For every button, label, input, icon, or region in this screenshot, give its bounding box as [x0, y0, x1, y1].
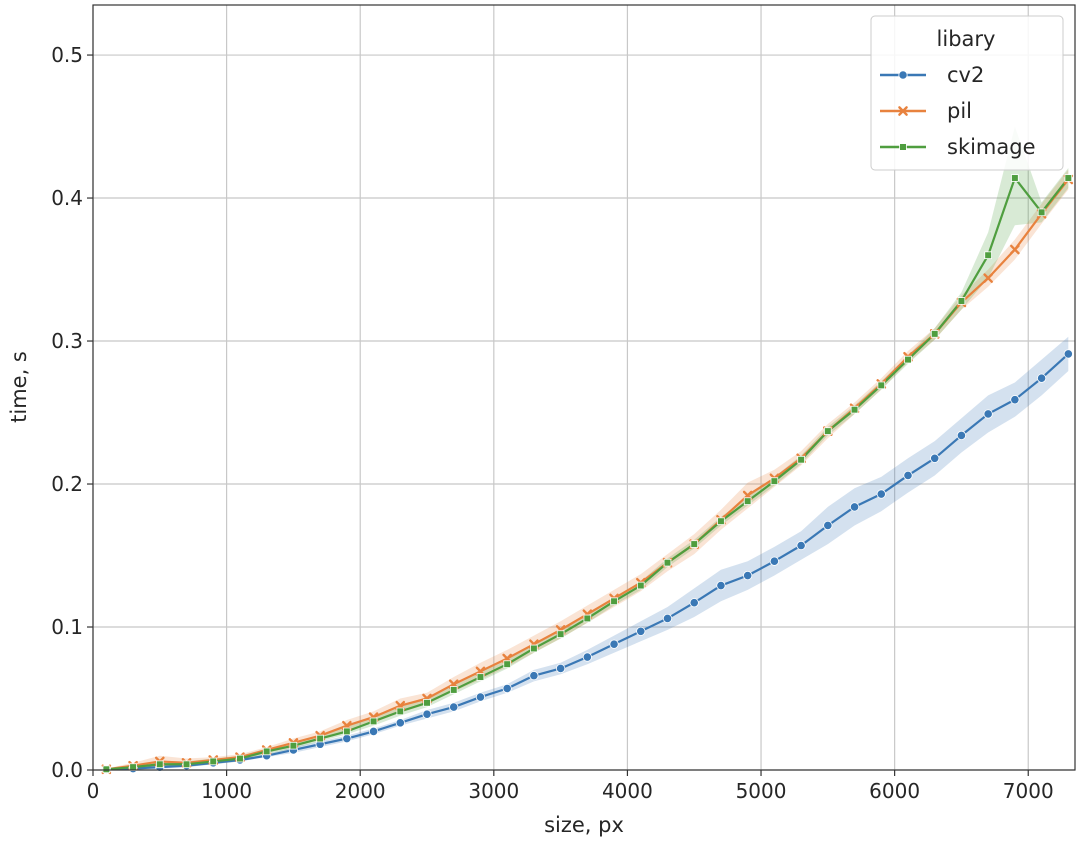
- skimage-point: [476, 673, 485, 681]
- skimage-point: [850, 405, 859, 414]
- skimage-point: [369, 717, 378, 726]
- cv2-confidence-band: [106, 336, 1069, 770]
- skimage-legend-marker: [899, 143, 907, 151]
- cv2-point: [956, 430, 967, 441]
- x-axis-label: size, px: [544, 813, 624, 837]
- cv2-point: [769, 556, 779, 566]
- x-tick-label: 4000: [602, 779, 653, 803]
- skimage-point: [877, 381, 886, 390]
- skimage-point: [930, 330, 939, 338]
- skimage-point: [904, 355, 912, 364]
- pil-legend-marker: [898, 106, 908, 116]
- skimage-point: [316, 734, 324, 743]
- skimage-point: [1037, 208, 1046, 217]
- cv2-point: [716, 580, 726, 591]
- skimage-point: [503, 660, 511, 668]
- skimage-point: [770, 477, 779, 485]
- x-tick-label: 2000: [335, 779, 386, 803]
- cv2-point: [983, 409, 993, 419]
- axis-ticks: 0 1000 2000 3000 4000 5000 6000 7000 0.0 0.1 0.2 0.…: [51, 43, 1054, 803]
- skimage-point: [690, 540, 699, 548]
- cv2-legend-marker: [898, 70, 908, 80]
- pil-legend-label: pil: [947, 99, 972, 123]
- cv2-point: [903, 470, 913, 481]
- skimage-point: [236, 754, 244, 763]
- x-tick-label: 3000: [468, 779, 519, 803]
- pil-point: [1010, 244, 1020, 255]
- y-tick-label: 0.1: [51, 615, 83, 639]
- cv2-point: [689, 598, 699, 608]
- pil-point: [983, 273, 993, 283]
- cv2-point: [636, 626, 646, 636]
- cv2-point: [796, 540, 806, 551]
- cv2-point: [849, 502, 860, 512]
- cv2-point: [823, 520, 833, 531]
- y-axis-label: time, s: [7, 351, 31, 423]
- skimage-point: [262, 747, 271, 756]
- cv2-point: [502, 683, 512, 694]
- y-tick-label: 0.4: [51, 186, 83, 210]
- skimage-point: [343, 727, 351, 736]
- legend: libary cv2 pil skimage: [870, 15, 1064, 171]
- cv2-point: [368, 726, 379, 736]
- skimage-point: [209, 757, 218, 766]
- x-tick-label: 1000: [201, 779, 252, 803]
- cv2-point: [529, 671, 539, 681]
- skimage-point: [636, 581, 645, 590]
- cv2-legend-label: cv2: [947, 63, 984, 87]
- cv2-point: [422, 709, 432, 719]
- cv2-point: [1010, 395, 1020, 405]
- series-markers: [101, 174, 1074, 775]
- skimage-point: [663, 558, 672, 567]
- skimage-legend-label: skimage: [947, 135, 1036, 159]
- skimage-point: [289, 741, 298, 750]
- skimage-point: [1011, 174, 1019, 182]
- skimage-point: [984, 251, 992, 260]
- skimage-point: [957, 297, 966, 305]
- x-tick-label: 7000: [1003, 779, 1054, 803]
- skimage-point: [556, 630, 565, 638]
- skimage-point: [824, 427, 832, 435]
- plot-frame: [92, 4, 1076, 771]
- skimage-point: [743, 497, 752, 505]
- skimage-point: [396, 707, 405, 716]
- cv2-line: [106, 353, 1070, 771]
- x-tick-label: 0: [87, 779, 100, 803]
- legend-box: [870, 15, 1064, 171]
- cv2-point: [743, 570, 753, 581]
- skimage-point: [717, 517, 725, 525]
- y-tick-label: 0.3: [51, 329, 83, 353]
- cv2-point: [1063, 349, 1073, 359]
- skimage-point: [156, 760, 164, 769]
- skimage-point: [583, 614, 592, 623]
- cv2-point: [1036, 373, 1047, 383]
- skimage-point: [449, 686, 458, 694]
- cv2-point: [662, 613, 673, 624]
- cv2-point: [395, 718, 405, 728]
- x-tick-label: 5000: [736, 779, 787, 803]
- y-tick-label: 0.0: [51, 758, 83, 782]
- skimage-point: [1064, 174, 1073, 182]
- y-tick-label: 0.5: [51, 43, 83, 67]
- skimage-point: [182, 760, 191, 769]
- x-tick-label: 6000: [869, 779, 920, 803]
- cv2-point: [876, 489, 886, 499]
- cv2-point: [582, 652, 592, 662]
- skimage-point: [530, 644, 538, 653]
- cv2-point: [609, 639, 619, 649]
- skimage-point: [102, 765, 111, 774]
- legend-entries: cv2 pil skimage: [880, 63, 1036, 159]
- skimage-point: [610, 597, 618, 606]
- cv2-point: [556, 663, 566, 674]
- cv2-point: [342, 733, 352, 744]
- cv2-point: [475, 692, 486, 702]
- cv2-point: [449, 702, 459, 712]
- legend-title: libary: [937, 27, 996, 51]
- y-tick-label: 0.2: [51, 472, 83, 496]
- skimage-point: [797, 455, 805, 464]
- skimage-point: [423, 698, 431, 707]
- cv2-point: [930, 453, 940, 463]
- confidence-bands: [106, 126, 1069, 771]
